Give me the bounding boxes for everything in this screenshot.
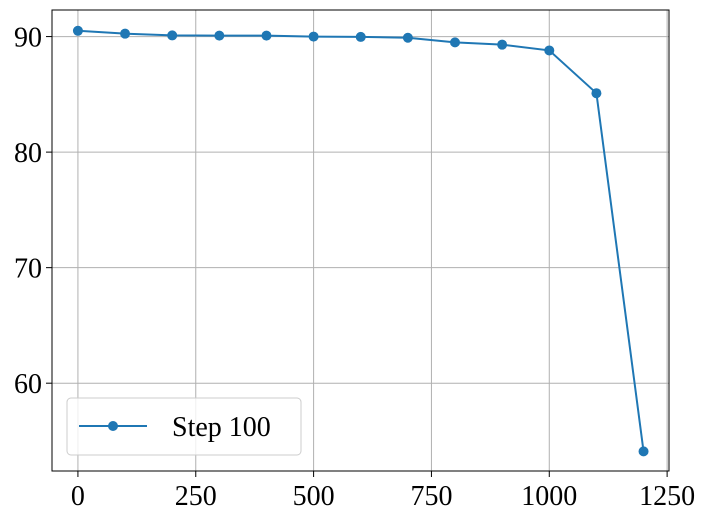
marker — [402, 32, 413, 43]
marker — [450, 37, 461, 48]
plot-frame — [51, 9, 670, 472]
x-tick-label: 1000 — [521, 481, 577, 512]
x-tick-label: 1250 — [639, 481, 695, 512]
y-tick-label: 80 — [14, 138, 42, 169]
y-tick-label: 90 — [14, 23, 42, 54]
line — [77, 29, 645, 452]
legend-box — [66, 397, 302, 456]
x-tick-label: 250 — [175, 481, 217, 512]
legend-label: Step 100 — [172, 412, 271, 443]
x-tick-label: 750 — [410, 481, 452, 512]
marker — [308, 31, 319, 42]
marker — [167, 30, 178, 41]
x-tick-label: 0 — [71, 481, 85, 512]
marker — [214, 30, 225, 41]
marker — [497, 39, 508, 50]
marker — [355, 31, 366, 42]
marker — [544, 45, 555, 56]
marker — [638, 446, 649, 457]
legend-marker — [108, 421, 118, 431]
marker — [261, 30, 272, 41]
y-tick-label: 60 — [14, 369, 42, 400]
x-tick-label: 500 — [293, 481, 335, 512]
y-tick-label: 70 — [14, 254, 42, 285]
marker — [120, 28, 131, 39]
marker — [72, 25, 83, 36]
marker — [591, 88, 602, 99]
